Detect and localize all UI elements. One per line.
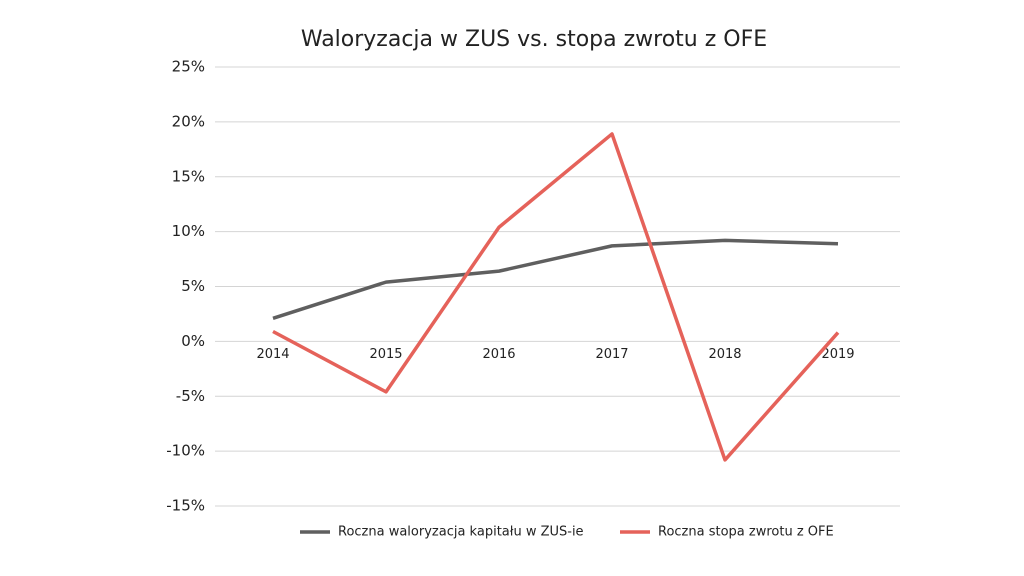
series-line	[272, 238, 839, 320]
legend-label: Roczna stopa zwrotu z OFE	[658, 525, 834, 540]
y-tick-label: -10%	[166, 442, 205, 460]
y-tick-label: -15%	[166, 497, 205, 515]
y-tick-label: 15%	[172, 167, 205, 185]
x-tick-label: 2018	[708, 347, 741, 362]
x-tick-label: 2015	[369, 347, 402, 362]
x-tick-label: 2016	[482, 347, 515, 362]
y-tick-label: 10%	[172, 222, 205, 240]
legend-label: Roczna waloryzacja kapitału w ZUS-ie	[338, 525, 584, 540]
y-tick-label: 0%	[181, 332, 205, 350]
y-tick-label: 20%	[172, 112, 205, 130]
x-tick-label: 2017	[595, 347, 628, 362]
y-tick-label: 25%	[172, 58, 205, 76]
x-tick-label: 2019	[821, 347, 854, 362]
y-tick-label: -5%	[176, 387, 205, 405]
y-tick-label: 5%	[181, 277, 205, 295]
x-tick-label: 2014	[256, 347, 289, 362]
series-line	[272, 132, 840, 462]
chart-title: Waloryzacja w ZUS vs. stopa zwrotu z OFE	[301, 27, 767, 52]
